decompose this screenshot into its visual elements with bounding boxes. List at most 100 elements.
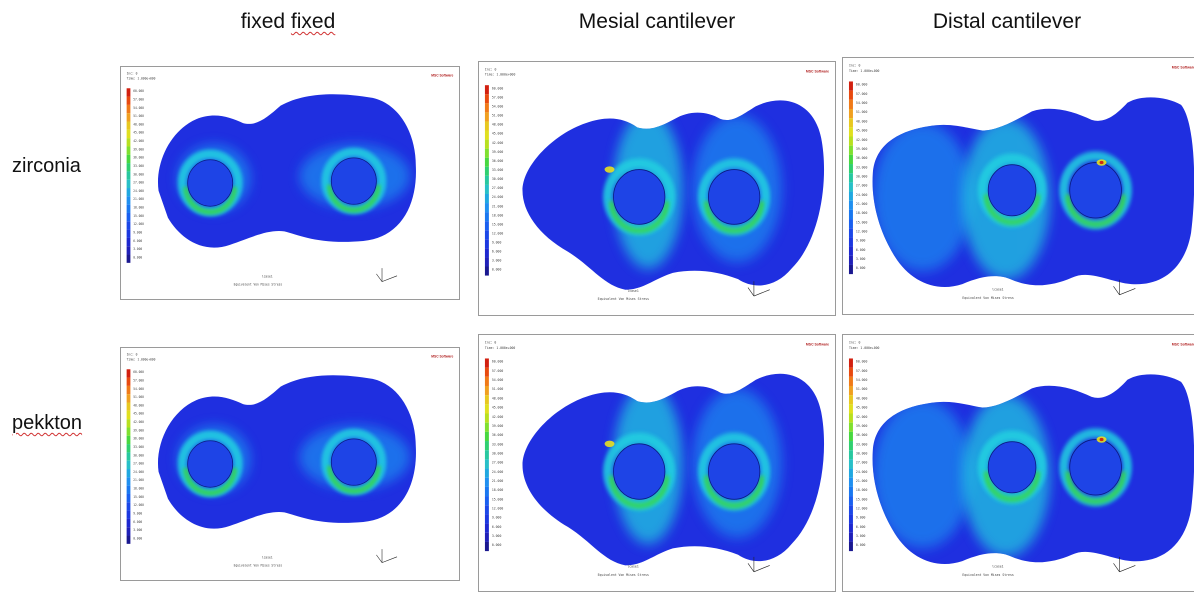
legend-value: 18.000 xyxy=(133,486,144,490)
msc-logo: MSC Software xyxy=(806,343,829,347)
row-label-zirconia: zirconia xyxy=(12,155,81,177)
legend-value: 36.000 xyxy=(133,156,144,160)
legend-value: 48.000 xyxy=(856,396,867,400)
abutment xyxy=(987,441,1037,494)
legend-value: 24.000 xyxy=(856,470,867,474)
color-legend: 60.000 57.000 54.000 51.000 48.000 45.000 42.0… xyxy=(484,85,503,276)
legend-swatch xyxy=(126,146,131,155)
legend-swatch xyxy=(848,108,853,119)
legend-swatch xyxy=(484,184,489,194)
legend-swatch xyxy=(848,173,853,183)
msc-logo: MSC Software xyxy=(806,69,829,73)
legend-swatch xyxy=(484,103,489,113)
legend-value: 54.000 xyxy=(133,106,144,110)
legend-value: 9.000 xyxy=(492,240,502,244)
abutment xyxy=(708,169,761,225)
legend-swatch xyxy=(484,431,489,442)
legend-value: 6.000 xyxy=(492,249,502,253)
legend-swatch xyxy=(848,441,853,451)
legend-swatch xyxy=(848,127,853,137)
increment-label: Inc: 0 xyxy=(485,340,496,344)
legend-swatch xyxy=(484,496,489,506)
legend-value: 60.000 xyxy=(133,370,144,374)
legend-swatch xyxy=(126,510,131,519)
legend-swatch xyxy=(848,118,853,128)
lcase-label: lcase1 xyxy=(262,556,273,560)
msc-logo: MSC Software xyxy=(431,74,453,78)
panel-pekkton-distal-cantilever: Inc: 0 Time: 1.000e+000 MSC Software 60.000… xyxy=(842,334,1194,592)
msc-logo: MSC Software xyxy=(1172,66,1194,70)
legend-value: 57.000 xyxy=(492,369,503,373)
legend-swatch xyxy=(848,228,853,238)
peak-stress-spot xyxy=(604,440,615,447)
legend-swatch xyxy=(484,532,489,542)
legend-swatch xyxy=(484,139,489,149)
legend-value: 42.000 xyxy=(133,139,144,143)
legend-swatch xyxy=(484,157,489,167)
legend-value: 45.000 xyxy=(492,405,503,409)
legend-value: 39.000 xyxy=(492,150,503,154)
legend-swatch xyxy=(484,203,489,213)
legend-swatch xyxy=(848,505,853,515)
legend-value: 54.000 xyxy=(492,104,503,108)
legend-value: 3.000 xyxy=(133,247,142,251)
abutment xyxy=(187,440,234,488)
legend-value: 12.000 xyxy=(492,506,503,510)
legend-value: 48.000 xyxy=(492,123,503,127)
legend-value: 39.000 xyxy=(856,147,867,151)
axis-triad-icon xyxy=(747,556,770,573)
legend-value: 9.000 xyxy=(856,516,866,520)
legend-swatch xyxy=(484,266,489,276)
legend-swatch xyxy=(848,395,853,405)
legend-swatch xyxy=(848,191,853,201)
legend-value: 36.000 xyxy=(133,437,144,441)
legend-swatch xyxy=(484,239,489,249)
legend-value: 12.000 xyxy=(856,229,867,233)
legend-value: 45.000 xyxy=(856,128,867,132)
peak-stress-spot xyxy=(604,166,615,173)
legend-swatch xyxy=(848,376,853,386)
legend-swatch xyxy=(484,523,489,533)
legend-value: 27.000 xyxy=(856,461,867,465)
legend-swatch xyxy=(848,450,853,460)
legend-swatch xyxy=(484,148,489,158)
color-legend: 60.000 57.000 54.000 51.000 48.000 45.000 42.0… xyxy=(484,358,503,552)
legend-swatch xyxy=(848,404,853,414)
legend-swatch xyxy=(126,188,131,197)
legend-value: 42.000 xyxy=(133,420,144,424)
legend-swatch xyxy=(484,514,489,524)
legend-value: 9.000 xyxy=(133,230,142,234)
legend-value: 54.000 xyxy=(856,378,867,382)
legend-value: 18.000 xyxy=(856,488,867,492)
legend-value: 6.000 xyxy=(133,239,142,243)
legend-swatch xyxy=(848,209,853,220)
axis-triad-icon xyxy=(1113,279,1136,296)
legend-swatch xyxy=(126,96,131,105)
legend-swatch xyxy=(848,514,853,524)
legend-swatch xyxy=(126,535,131,544)
abutment-stress-arc xyxy=(183,467,237,496)
legend-swatch xyxy=(848,385,853,396)
abutment xyxy=(613,169,666,225)
max-stress-spot xyxy=(1099,437,1104,442)
abutment xyxy=(1069,162,1122,219)
legend-swatch xyxy=(126,402,131,411)
legend-swatch xyxy=(848,358,853,368)
legend-swatch xyxy=(126,460,131,470)
legend-value: 60.000 xyxy=(133,89,144,93)
abutment xyxy=(330,157,377,205)
abutment xyxy=(1069,439,1122,496)
legend-value: 15.000 xyxy=(856,497,867,501)
legend-swatch xyxy=(848,541,853,552)
legend-swatch xyxy=(126,254,131,263)
legend-value: 54.000 xyxy=(133,387,144,391)
legend-value: 3.000 xyxy=(492,534,502,538)
legend-value: 42.000 xyxy=(492,415,503,419)
legend-swatch xyxy=(484,121,489,131)
legend-swatch xyxy=(484,367,489,377)
legend-value: 36.000 xyxy=(856,433,867,437)
legend-swatch xyxy=(126,138,131,147)
bridge-model xyxy=(522,373,825,566)
legend-value: 12.000 xyxy=(492,231,503,235)
legend-value: 21.000 xyxy=(492,204,503,208)
